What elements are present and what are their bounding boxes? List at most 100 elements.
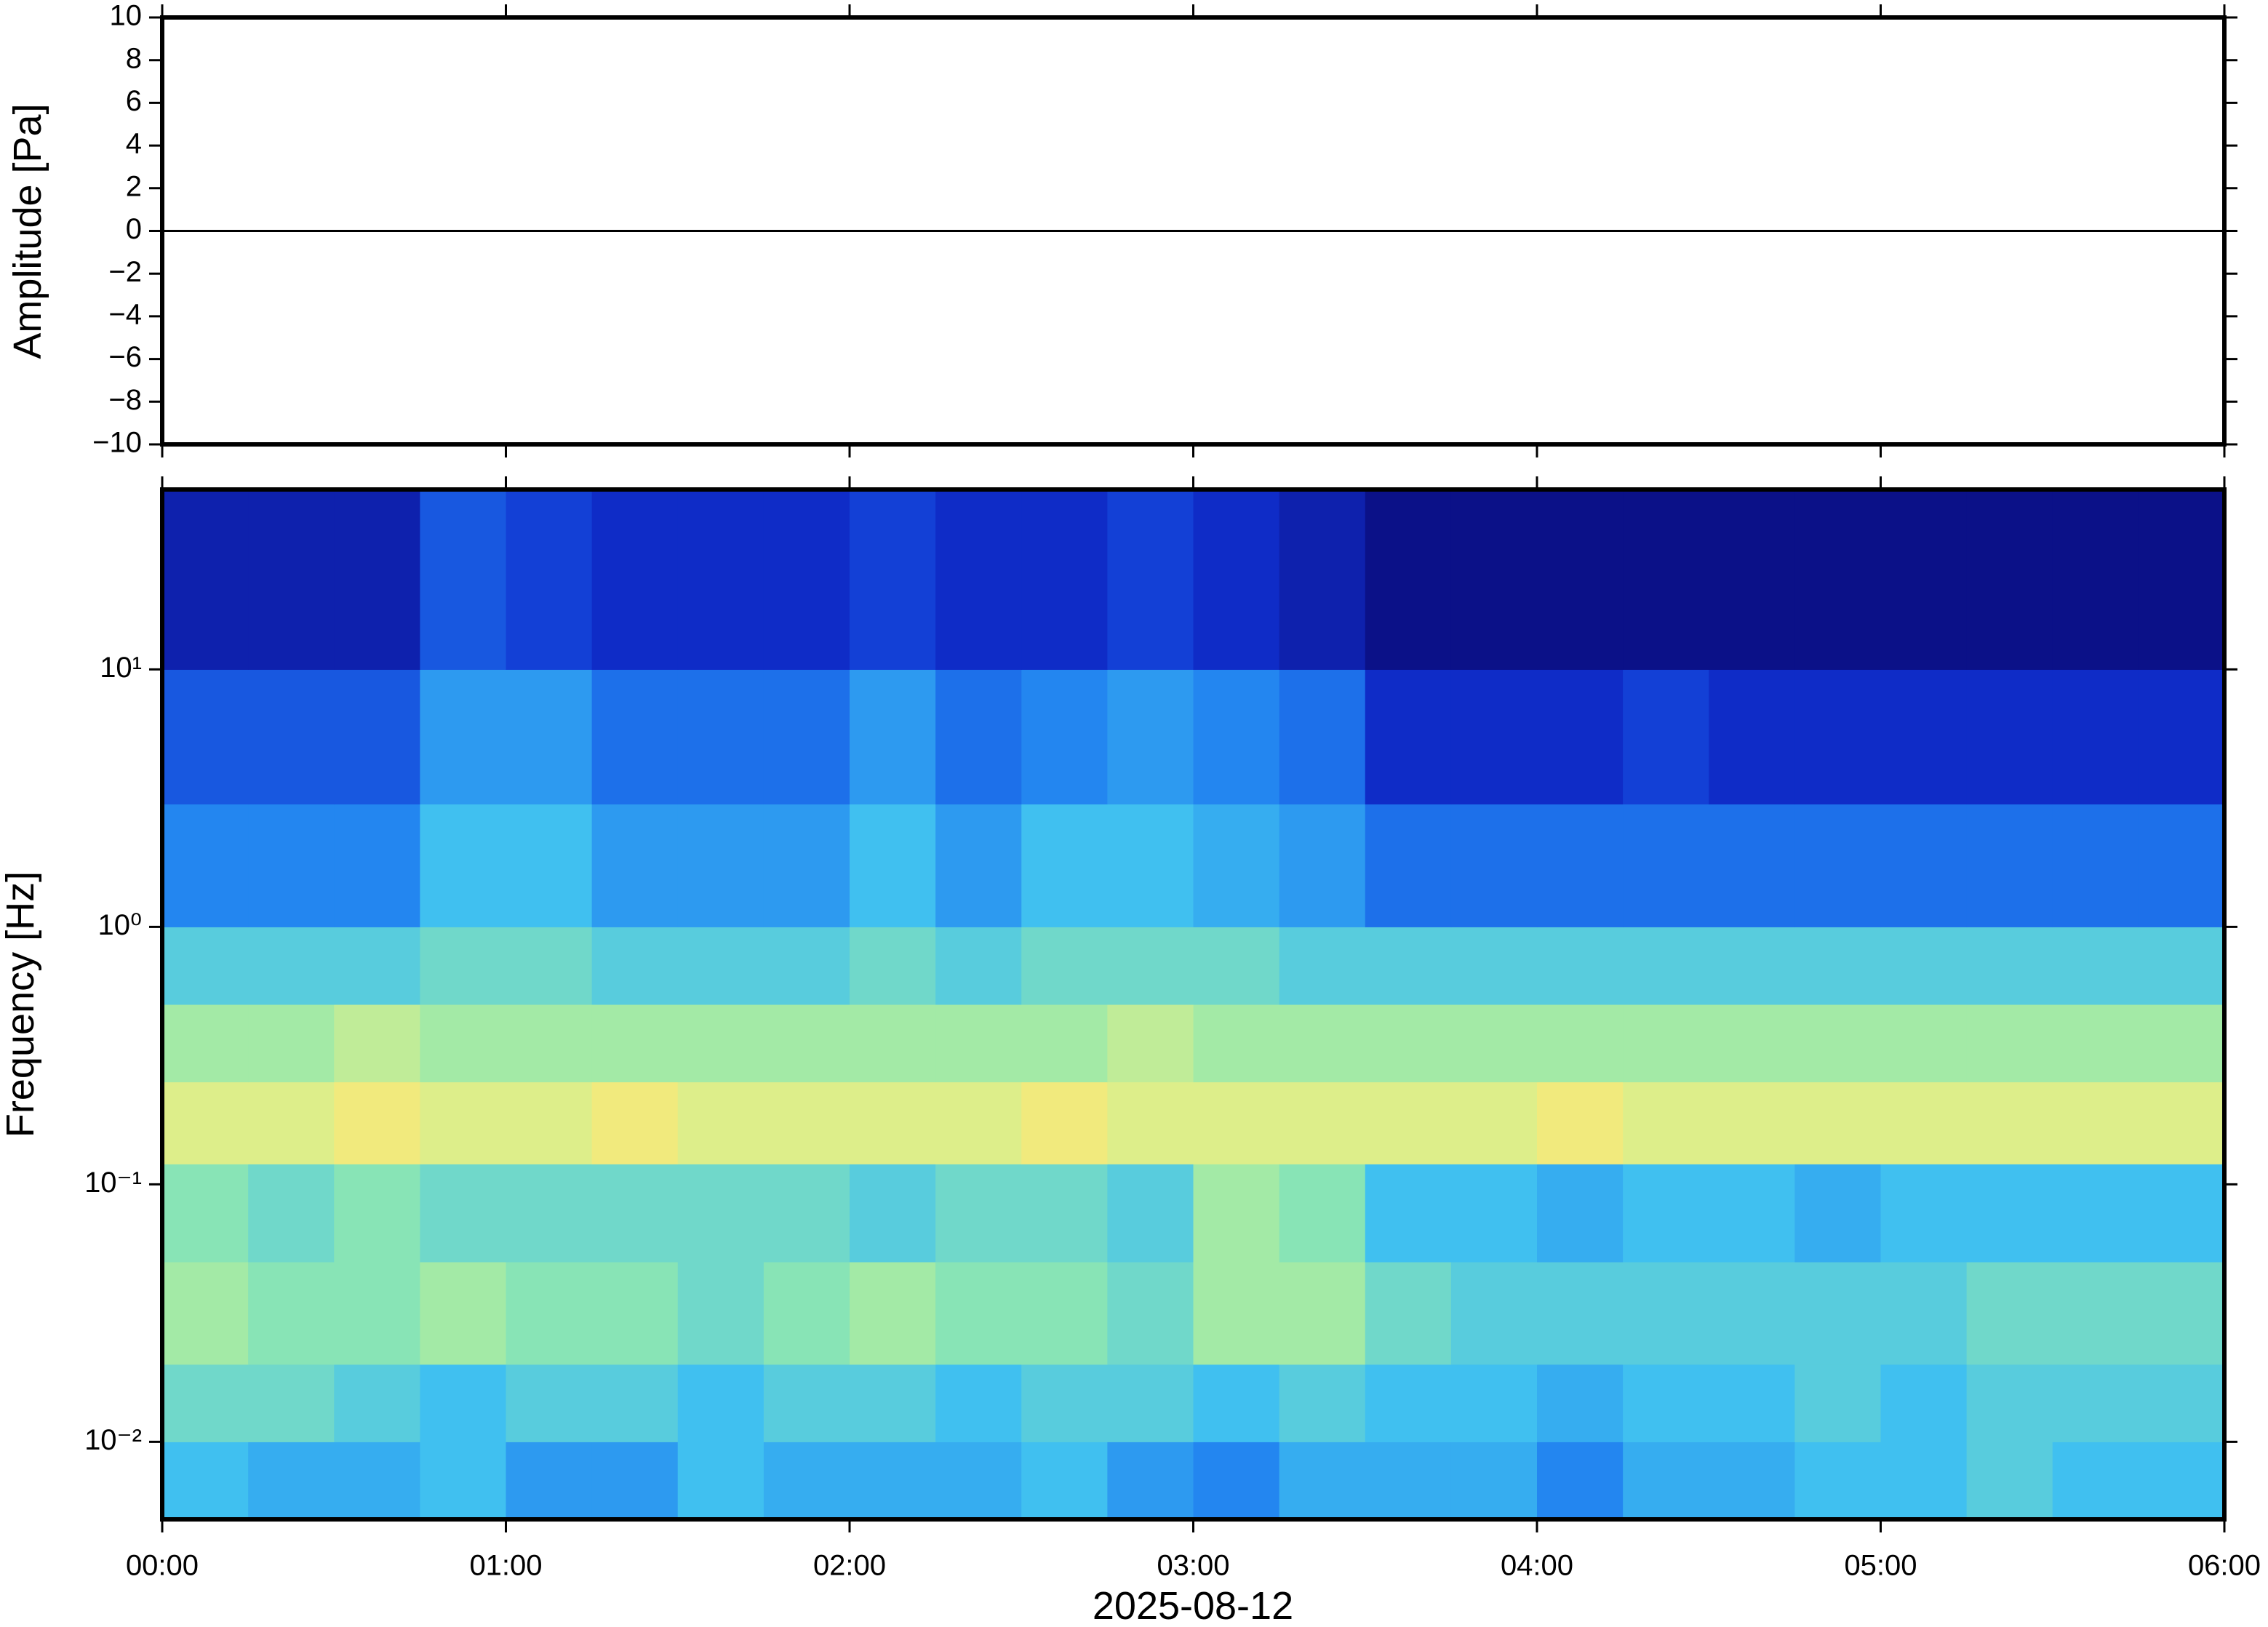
y-tick-label: 10 xyxy=(110,0,143,32)
spectrogram-cell xyxy=(334,1364,420,1442)
spectrogram-cell xyxy=(1966,1082,2053,1164)
spectrogram-cell xyxy=(506,669,593,805)
spectrogram-cell xyxy=(2052,1262,2139,1365)
spectrogram-cell xyxy=(1966,927,2053,1005)
spectrogram-cell xyxy=(2052,804,2139,927)
spectrogram-cell xyxy=(506,927,593,1005)
spectrogram-cell xyxy=(677,1164,764,1263)
spectrogram-cell xyxy=(763,804,850,927)
spectrogram-cell xyxy=(506,1004,593,1083)
spectrogram-cell xyxy=(1623,1442,1709,1520)
spectrogram-cell xyxy=(1537,1082,1624,1164)
spectrogram-cell xyxy=(248,1004,335,1083)
spectrogram-cell xyxy=(1709,1164,1795,1263)
x-tick-label: 00:00 xyxy=(126,1550,199,1582)
spectrogram-cell xyxy=(850,669,936,805)
spectrogram-cell xyxy=(1623,1262,1709,1365)
spectrogram-cell xyxy=(420,1004,506,1083)
spectrogram-cell xyxy=(1365,669,1452,805)
spectrogram-cell xyxy=(1450,669,1538,805)
spectrogram-cell xyxy=(850,1082,936,1164)
spectrogram-cell xyxy=(1537,1442,1624,1520)
spectrogram-cell xyxy=(1966,804,2053,927)
y-tick-label: 4 xyxy=(126,128,142,160)
spectrogram-cell xyxy=(1880,489,1968,670)
spectrogram-cell xyxy=(1193,1082,1280,1164)
spectrogram-cell xyxy=(1450,1004,1538,1083)
spectrogram-cell xyxy=(935,1004,1022,1083)
spectrogram-cell xyxy=(506,1364,593,1442)
spectrogram-cell xyxy=(334,1164,420,1263)
spectrogram-cell xyxy=(420,927,506,1005)
spectrogram-cell xyxy=(763,927,850,1005)
spectrogram-cell xyxy=(1021,1082,1108,1164)
y-tick-label: 0 xyxy=(126,213,142,245)
y-tick-label: −2 xyxy=(108,256,142,288)
spectrogram-cell xyxy=(162,1364,249,1442)
spectrogram-cell xyxy=(935,1164,1022,1263)
spectrogram-cell xyxy=(1365,1262,1452,1365)
spectrogram-cell xyxy=(420,1442,506,1520)
spectrogram-cell xyxy=(1193,1442,1280,1520)
spectrogram-cell xyxy=(1365,1082,1452,1164)
spectrogram-cell xyxy=(1966,1262,2053,1365)
spectrogram-cell xyxy=(1107,1082,1194,1164)
spectrogram-cell xyxy=(763,489,850,670)
spectrogram-cell xyxy=(420,669,506,805)
spectrogram-cell xyxy=(1021,1262,1108,1365)
spectrogram-cell xyxy=(935,927,1022,1005)
y-tick-label: 10⁻¹ xyxy=(84,1167,142,1199)
spectrogram-cell xyxy=(677,1364,764,1442)
spectrogram-cell xyxy=(248,1442,335,1520)
spectrogram-cell xyxy=(1880,804,1968,927)
spectrogram-cell xyxy=(162,1164,249,1263)
spectrogram-cell xyxy=(591,489,679,670)
spectrogram-cell xyxy=(162,1442,249,1520)
spectrogram-cell xyxy=(1537,1164,1624,1263)
spectrogram-cell xyxy=(1021,1164,1108,1263)
spectrogram-cell xyxy=(763,1262,850,1365)
spectrogram-cell xyxy=(420,1164,506,1263)
y-tick-label: 10¹ xyxy=(100,652,142,684)
spectrogram-cell xyxy=(591,669,679,805)
spectrogram-cell xyxy=(334,1262,420,1365)
spectrogram-cell xyxy=(420,1082,506,1164)
spectrogram-cell xyxy=(2138,489,2225,670)
spectrogram-cell xyxy=(850,489,936,670)
spectrogram-cell xyxy=(1623,489,1709,670)
spectrogram-cell xyxy=(763,669,850,805)
spectrogram-cell xyxy=(763,1164,850,1263)
spectrogram-cell xyxy=(334,1082,420,1164)
y-tick-label: 2 xyxy=(126,170,142,202)
spectrogram-cell xyxy=(677,1082,764,1164)
x-tick-label: 04:00 xyxy=(1501,1550,1573,1582)
spectrogram-cell xyxy=(591,1442,679,1520)
y-tick-label: −6 xyxy=(108,341,142,373)
spectrogram-cell xyxy=(1193,927,1280,1005)
spectrogram-cell xyxy=(1107,927,1194,1005)
spectrogram-cell xyxy=(1709,489,1795,670)
spectrogram-cell xyxy=(1021,927,1108,1005)
spectrogram-cell xyxy=(1279,1082,1366,1164)
spectrogram-cell xyxy=(591,1262,679,1365)
spectrogram-cell xyxy=(850,1262,936,1365)
spectrogram-cell xyxy=(420,1262,506,1365)
spectrogram-cell xyxy=(1966,489,2053,670)
spectrogram-cell xyxy=(591,804,679,927)
spectrogram-cell xyxy=(1794,1164,1881,1263)
spectrogram-cell xyxy=(677,1442,764,1520)
x-tick-label: 03:00 xyxy=(1157,1550,1229,1582)
spectrogram-cell xyxy=(1794,489,1881,670)
spectrogram-cell xyxy=(1966,1364,2053,1442)
y-tick-label: −10 xyxy=(92,427,142,459)
y-tick-label: 10⁻² xyxy=(84,1424,142,1456)
spectrogram-cell xyxy=(591,1004,679,1083)
x-tick-label: 02:00 xyxy=(813,1550,886,1582)
spectrogram-cell xyxy=(1794,1364,1881,1442)
spectrogram-cell xyxy=(2138,1442,2225,1520)
spectrogram-cell xyxy=(677,804,764,927)
y-tick-label: −4 xyxy=(108,298,142,330)
spectrogram-cell xyxy=(420,489,506,670)
spectrogram-cell xyxy=(1623,927,1709,1005)
